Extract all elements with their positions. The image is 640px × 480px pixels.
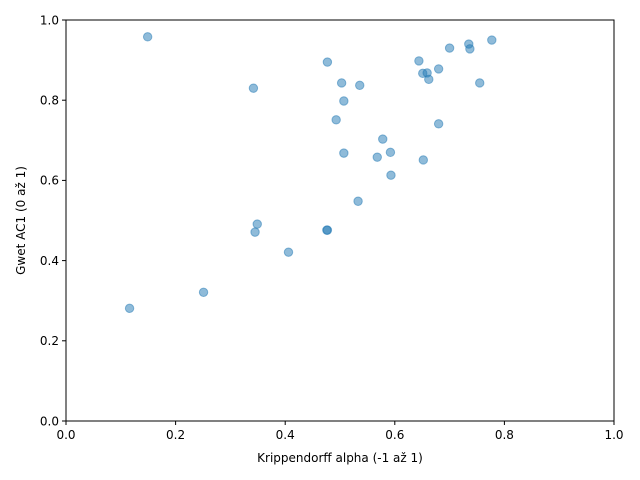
data-point-20 (124, 303, 135, 314)
ticks-layer: 0.0 0.2 0.4 0.6 0.8 1.0 0.0 0.2 0.4 0.6 0.8 1.0 (40, 13, 624, 442)
y-tick-label: 0.6 (40, 174, 59, 188)
y-tick-label: 0.2 (40, 334, 59, 348)
data-point-30 (465, 44, 475, 54)
data-point-6 (339, 96, 349, 106)
y-tick-label: 1.0 (40, 13, 59, 27)
data-point-21 (414, 56, 424, 66)
data-point-28 (444, 43, 455, 53)
data-point-11 (385, 147, 396, 158)
data-point-15 (250, 227, 260, 237)
data-point-17 (322, 225, 332, 235)
data-point-12 (386, 170, 396, 180)
y-tick-label: 0.0 (40, 414, 59, 428)
x-tick-label: 0.4 (276, 428, 295, 442)
data-point-3 (322, 57, 333, 67)
x-tick-label: 0.2 (166, 428, 185, 442)
data-point-4 (336, 78, 347, 88)
data-point-14 (252, 219, 262, 229)
data-point-18 (283, 247, 294, 257)
data-point-10 (372, 152, 382, 162)
y-tick-label: 0.4 (40, 254, 59, 268)
data-point-27 (433, 119, 444, 129)
data-point-19 (198, 287, 209, 297)
data-point-5 (355, 80, 365, 91)
data-point-7 (331, 115, 341, 125)
x-tick-label: 0.0 (56, 428, 75, 442)
data-point-13 (353, 196, 363, 206)
data-point-9 (339, 148, 349, 158)
x-tick-label: 0.6 (385, 428, 404, 442)
data-point-8 (378, 134, 388, 144)
x-axis-label: Krippendorff alpha (-1 až 1) (257, 451, 423, 465)
points-layer (124, 32, 497, 314)
data-point-2 (248, 83, 259, 93)
data-point-26 (418, 155, 428, 165)
data-point-24 (424, 74, 434, 85)
x-tick-label: 0.8 (495, 428, 514, 442)
plot-frame (65, 19, 615, 422)
y-axis-label: Gwet AC1 (0 až 1) (14, 166, 28, 275)
y-tick-label: 0.8 (40, 94, 59, 108)
data-point-31 (475, 78, 485, 88)
data-point-25 (433, 64, 444, 74)
data-point-1 (142, 32, 153, 42)
data-point-32 (487, 35, 497, 45)
x-tick-label: 1.0 (604, 428, 623, 442)
